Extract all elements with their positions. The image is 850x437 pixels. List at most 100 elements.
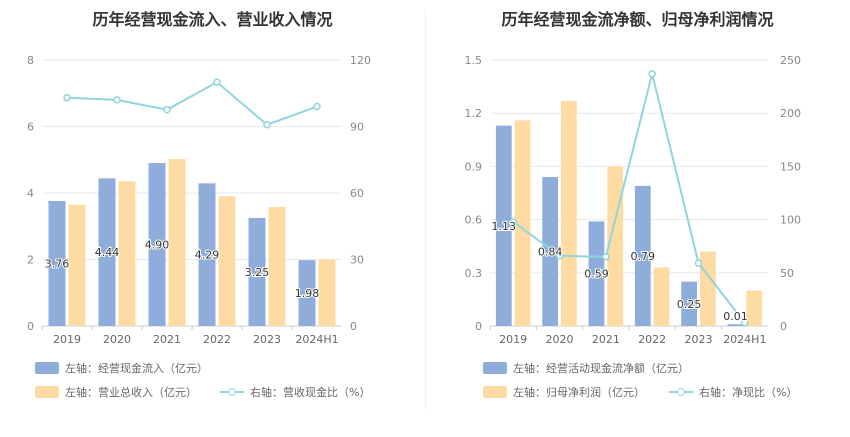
x-tick-label: 2022 [638,333,666,346]
bar-series-2 [68,204,86,326]
legend-item[interactable]: 左轴：经营活动现金流净额（亿元） [483,360,689,376]
line-point [213,78,221,86]
x-tick-label: 2021 [592,333,620,346]
chart-panel-cash-inflow: 历年经营现金流入、营业收入情况 0 2 4 6 8 0 30 60 90 120 2019 2020 2… [27,10,371,400]
y-right-tick-label: 150 [780,160,801,173]
legend-swatch [483,362,507,374]
y-left-tick-label: 1.5 [465,54,483,67]
data-label: 1.98 [295,287,320,300]
legend-swatch [483,386,507,398]
data-label: 3.76 [45,257,70,270]
bar-series-2 [268,206,286,326]
line-point [63,93,71,102]
legend-label: 左轴：归母净利润（亿元） [513,386,645,399]
line-point [113,96,121,104]
data-label: 4.44 [95,246,120,259]
legend-swatch [35,386,59,398]
legend-swatch-line [220,386,244,398]
y-right-tick-label: 120 [350,54,371,67]
y-left-tick-label: 0 [475,320,482,333]
y-left-tick-label: 0.3 [465,267,483,280]
x-tick-label: 2019 [53,333,81,346]
x-tick-label: 2023 [685,333,713,346]
bar-series-1 [588,221,605,326]
y-left-tick-label: 4 [27,187,34,200]
y-right-tick-label: 60 [350,187,364,200]
bar-series-2 [746,290,763,326]
chart-canvas: 0 0.3 0.6 0.9 1.2 1.5 0 50 100 150 200 250 2019 2020 2… [465,54,802,346]
legend-label: 左轴：经营活动现金流净额（亿元） [513,362,689,375]
line-series [66,80,318,126]
legend-swatch-line [669,386,693,398]
line-point [313,102,321,111]
line-series [512,73,746,324]
bar-series-2 [607,166,624,326]
y-left-tick-label: 0 [27,320,34,333]
bar-series-2 [318,259,336,326]
legend-item[interactable]: 右轴：营收现金比（%） [220,384,370,400]
data-label: 4.29 [195,249,220,262]
bar-series-2 [514,120,531,326]
bar-series-1 [248,217,266,326]
bar-series-1 [681,281,697,326]
line-point [694,259,703,267]
legend-swatch [35,362,59,374]
y-right-tick-label: 0 [350,320,357,333]
chart-title: 历年经营现金流净额、归母净利润情况 [501,10,774,29]
data-label: 0.59 [584,268,609,281]
data-label: 0.79 [631,250,656,263]
bar-series-2 [561,100,577,326]
data-label: 3.25 [245,266,270,279]
data-label: 0.01 [723,310,748,323]
y-left-tick-label: 0.6 [465,214,483,227]
y-left-tick-label: 2 [27,254,34,267]
line-point [741,319,749,327]
data-label: 0.25 [677,298,702,311]
x-tick-label: 2023 [253,333,281,346]
panel-divider [425,10,426,410]
bar-series-1 [298,260,316,326]
y-right-tick-label: 30 [350,254,364,267]
bar-series-1 [542,177,558,326]
x-tick-label: 2020 [103,333,131,346]
bar-series-2 [118,181,136,326]
y-left-tick-label: 8 [27,54,34,67]
bar-series-1 [634,185,651,326]
line-point [602,253,610,261]
y-right-tick-label: 50 [780,267,794,280]
bar-series-2 [653,267,670,326]
y-right-tick-label: 0 [780,320,787,333]
line-point [648,70,656,78]
data-label: 4.90 [145,239,170,252]
legend-label: 右轴：营收现金比（%） [250,386,371,399]
chart-canvas: 0 2 4 6 8 0 30 60 90 120 2019 2020 2021 2022 2023 2024H… [27,54,371,346]
legend-item[interactable]: 左轴：经营现金流入（亿元） [35,360,208,376]
x-tick-label: 2022 [203,333,231,346]
x-tick-label: 2020 [546,333,574,346]
x-tick-label: 2024H1 [295,333,338,346]
line-point [509,217,517,226]
bar-series-2 [218,196,236,326]
data-label: 0.84 [538,246,563,259]
bar-series-1 [198,183,216,326]
chart-panel-net-cash: 历年经营现金流净额、归母净利润情况 0 0.3 0.6 0.9 1.2 1.5 0 50 100… [425,0,850,437]
legend-label: 左轴：营业总收入（亿元） [65,386,197,399]
y-right-tick-label: 200 [780,107,801,120]
legend-item[interactable]: 左轴：归母净利润（亿元） [483,384,645,400]
y-right-tick-label: 100 [780,214,801,227]
bar-series-2 [168,159,186,326]
bar-series-1 [48,200,66,326]
y-left-tick-label: 6 [27,121,34,134]
y-left-tick-label: 1.2 [465,107,483,120]
x-tick-label: 2024H1 [723,333,766,346]
data-label: 1.13 [492,220,516,233]
x-tick-label: 2019 [499,333,527,346]
legend-label: 左轴：经营现金流入（亿元） [65,362,208,375]
legend-item[interactable]: 右轴：净现比（%） [669,384,797,400]
line-point [263,120,271,129]
legend-item[interactable]: 左轴：营业总收入（亿元） [35,384,197,400]
x-tick-label: 2021 [153,333,181,346]
y-left-tick-label: 0.9 [465,160,483,173]
bar-series-2 [700,251,716,326]
line-point [555,252,564,260]
